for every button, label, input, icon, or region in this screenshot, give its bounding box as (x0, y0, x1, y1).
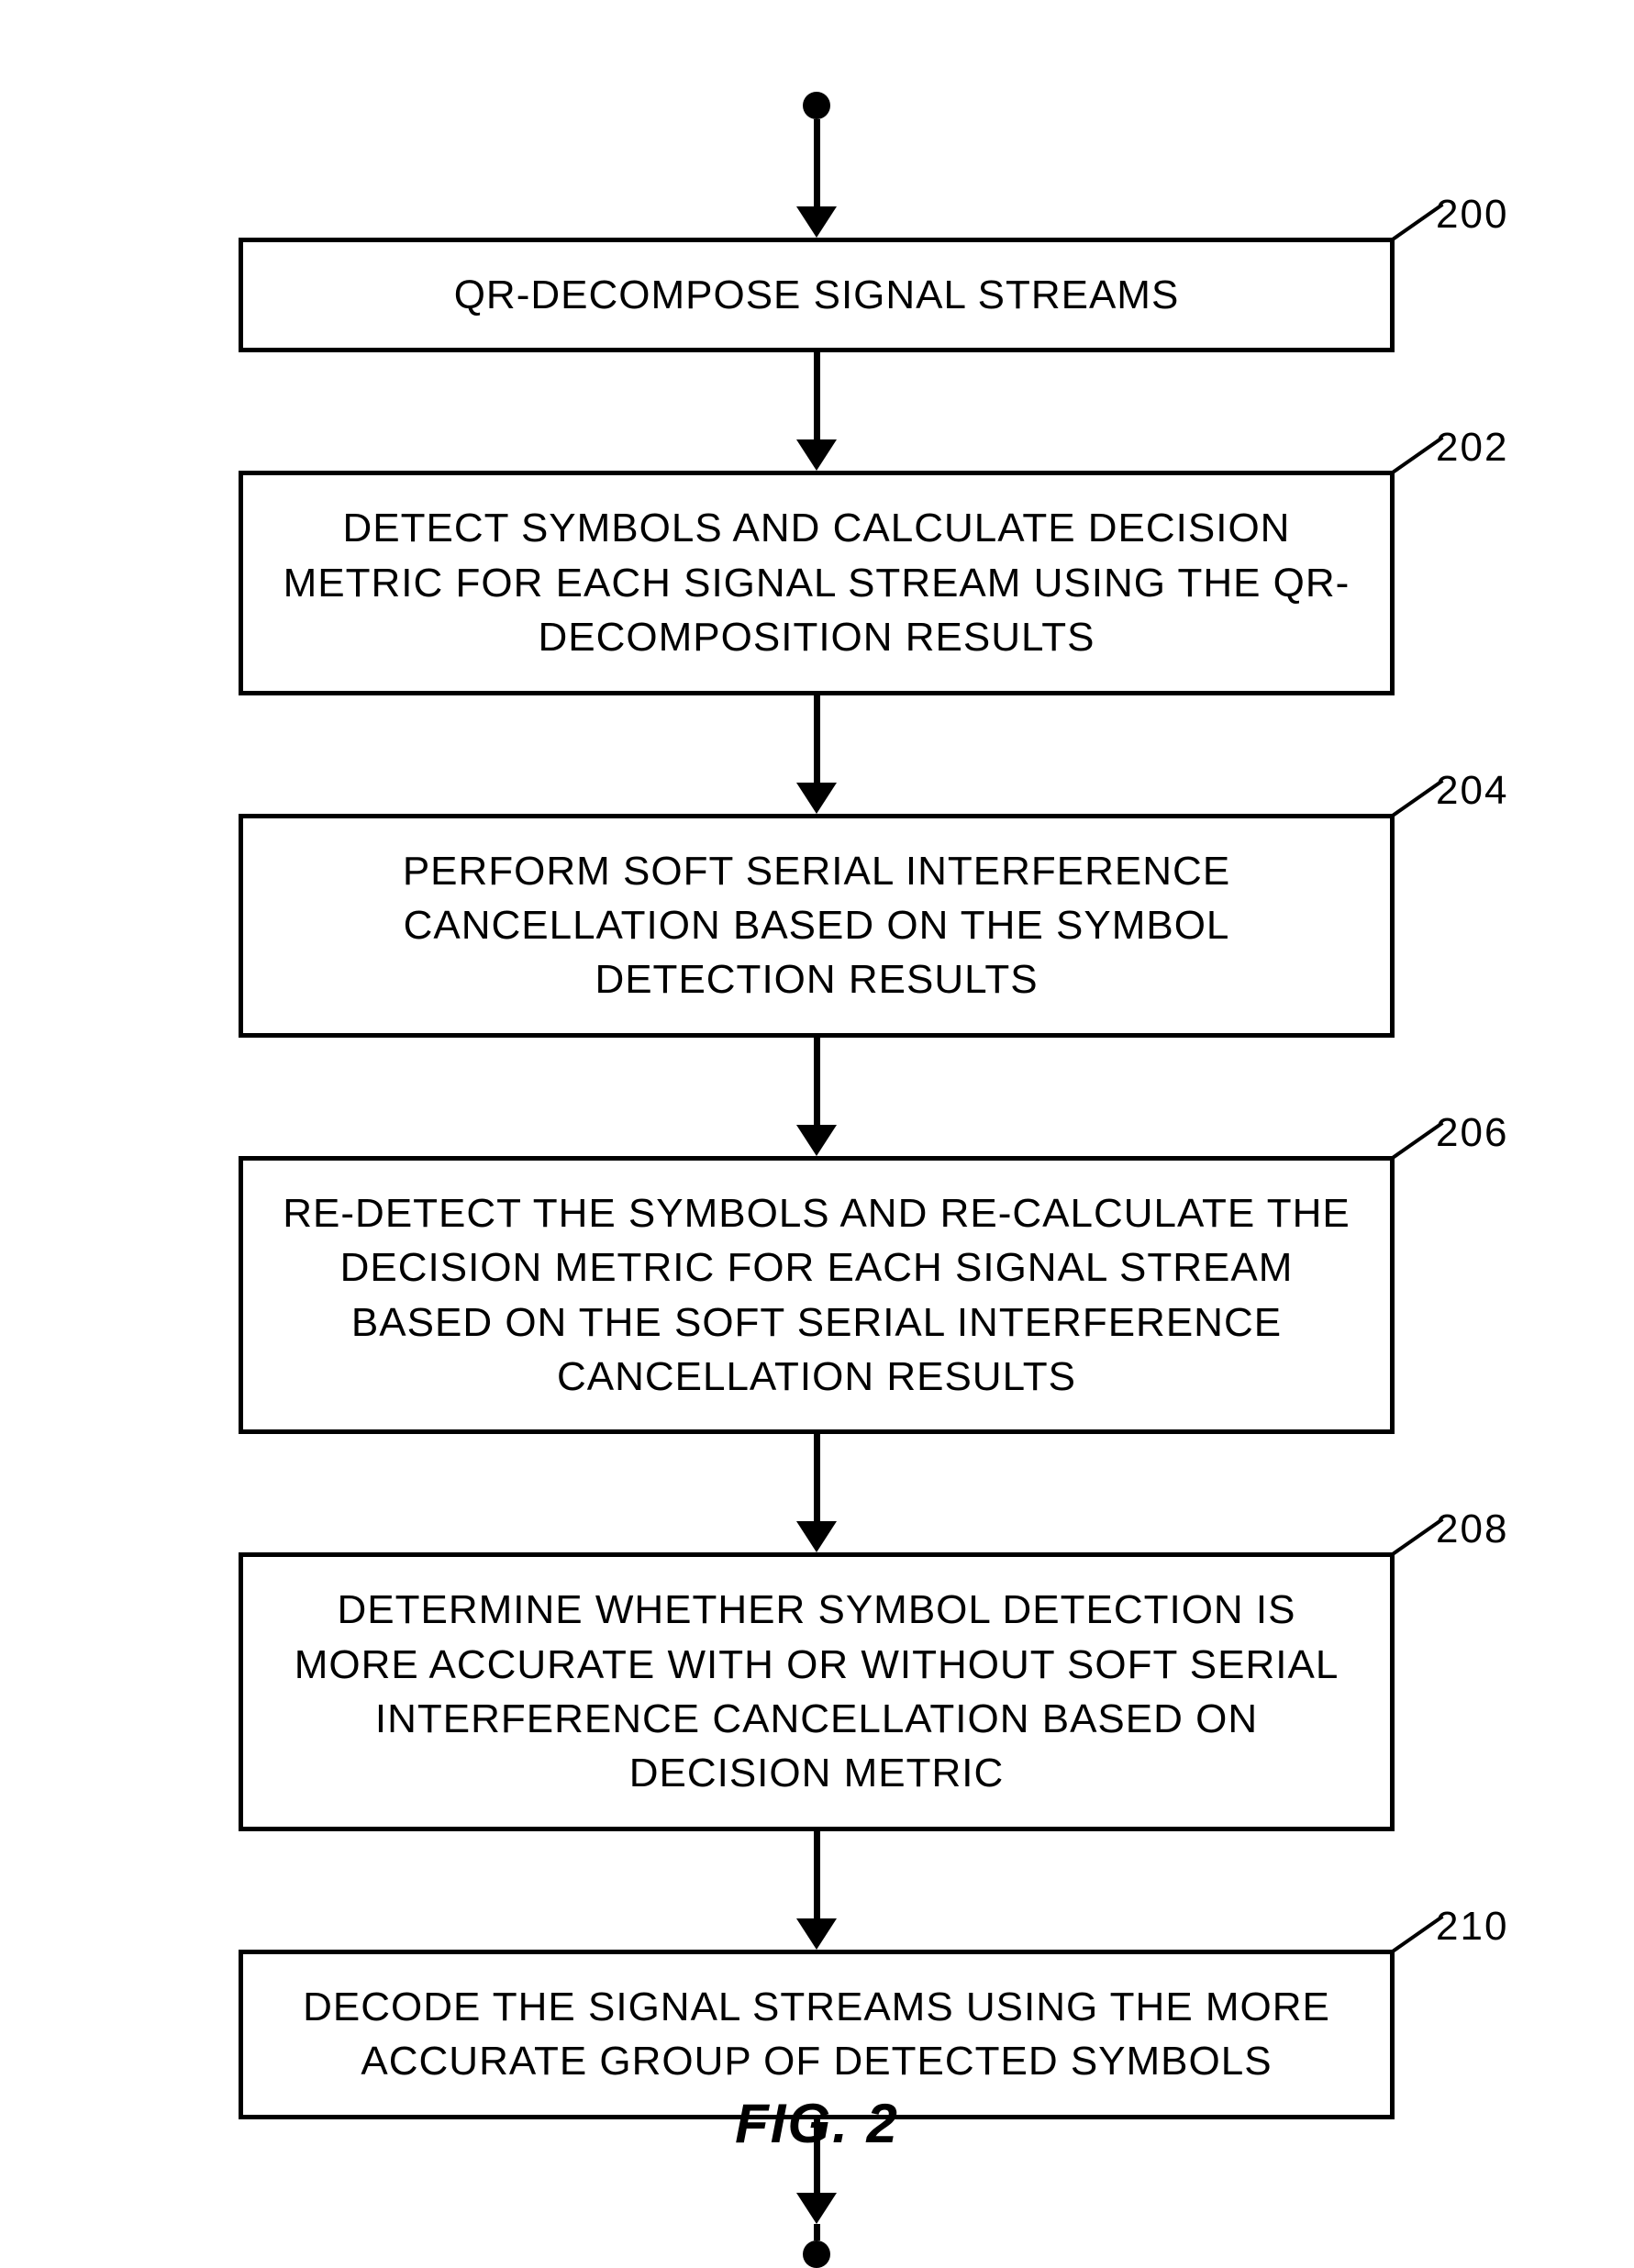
arrow-shaft (814, 119, 820, 206)
flow-step-208: DETERMINE WHETHER SYMBOL DETECTION IS MO… (239, 1552, 1395, 1831)
end-dot-icon (803, 2240, 830, 2268)
arrow-shaft (814, 695, 820, 783)
start-dot-icon (803, 92, 830, 119)
arrow-head-icon (796, 2193, 837, 2224)
arrow-head-icon (796, 206, 837, 238)
arrow (796, 695, 837, 814)
figure-caption: FIG. 2 (0, 2092, 1634, 2155)
flow-step-text: DETERMINE WHETHER SYMBOL DETECTION IS MO… (280, 1583, 1353, 1801)
flow-step-206: RE-DETECT THE SYMBOLS AND RE-CALCULATE T… (239, 1156, 1395, 1435)
flow-step-text: PERFORM SOFT SERIAL INTERFERENCE CANCELL… (280, 844, 1353, 1007)
flow-step-label: 206 (1436, 1106, 1508, 1160)
flowchart: QR-DECOMPOSE SIGNAL STREAMS200DETECT SYM… (128, 92, 1505, 2268)
flow-step-text: DETECT SYMBOLS AND CALCULATE DECISION ME… (280, 501, 1353, 664)
arrow-shaft (814, 1831, 820, 1918)
arrow-head-icon (796, 1918, 837, 1950)
arrow (796, 1434, 837, 1552)
arrow-shaft (814, 2224, 820, 2240)
flow-step-label: 208 (1436, 1502, 1508, 1556)
arrow-head-icon (796, 439, 837, 471)
flow-step-200: QR-DECOMPOSE SIGNAL STREAMS200 (239, 238, 1395, 352)
arrow-head-icon (796, 783, 837, 814)
arrow (796, 352, 837, 471)
arrow-shaft (814, 1434, 820, 1521)
flow-step-label: 204 (1436, 763, 1508, 817)
arrow-head-icon (796, 1125, 837, 1156)
arrow (796, 1831, 837, 1950)
flow-step-label: 202 (1436, 420, 1508, 474)
flow-step-text: RE-DETECT THE SYMBOLS AND RE-CALCULATE T… (280, 1186, 1353, 1405)
flow-step-202: DETECT SYMBOLS AND CALCULATE DECISION ME… (239, 471, 1395, 695)
flow-step-204: PERFORM SOFT SERIAL INTERFERENCE CANCELL… (239, 814, 1395, 1038)
flow-step-label: 210 (1436, 1899, 1508, 1953)
arrow-shaft (814, 1038, 820, 1125)
arrow-head-icon (796, 1521, 837, 1552)
flow-step-text: DECODE THE SIGNAL STREAMS USING THE MORE… (280, 1980, 1353, 2089)
arrow (796, 1038, 837, 1156)
arrow (796, 92, 837, 238)
flow-step-text: QR-DECOMPOSE SIGNAL STREAMS (454, 268, 1180, 322)
flow-step-label: 200 (1436, 187, 1508, 241)
page: QR-DECOMPOSE SIGNAL STREAMS200DETECT SYM… (0, 0, 1634, 2230)
arrow-shaft (814, 352, 820, 439)
